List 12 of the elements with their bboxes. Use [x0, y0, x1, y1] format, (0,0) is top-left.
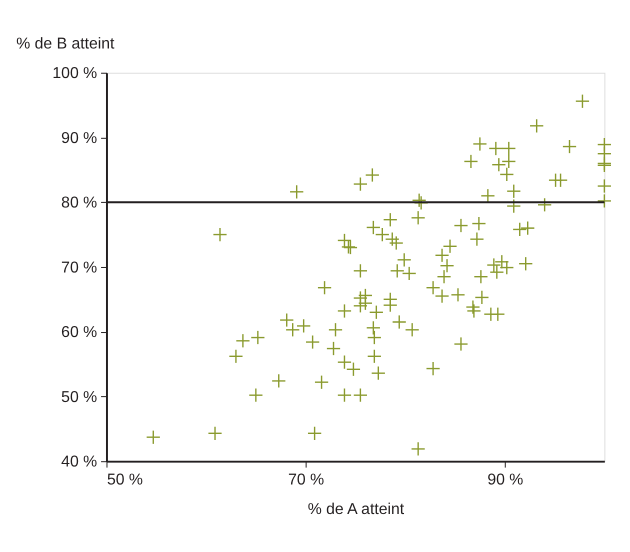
y-tick-label: 50 % [61, 388, 98, 406]
x-tick-label: 90 % [487, 471, 524, 488]
y-tick-label: 100 % [52, 65, 98, 82]
y-tick-label: 60 % [61, 324, 98, 342]
y-tick-label: 80 % [61, 194, 98, 212]
y-tick-label: 90 % [61, 130, 98, 147]
x-tick-label: 70 % [288, 471, 324, 488]
x-axis-title: % de A atteint [308, 500, 405, 518]
y-tick-label: 40 % [61, 454, 98, 471]
y-tick-label: 70 % [61, 259, 98, 276]
y-axis-title: % de B atteint [16, 36, 116, 53]
x-tick-label: 50 % [106, 471, 143, 488]
